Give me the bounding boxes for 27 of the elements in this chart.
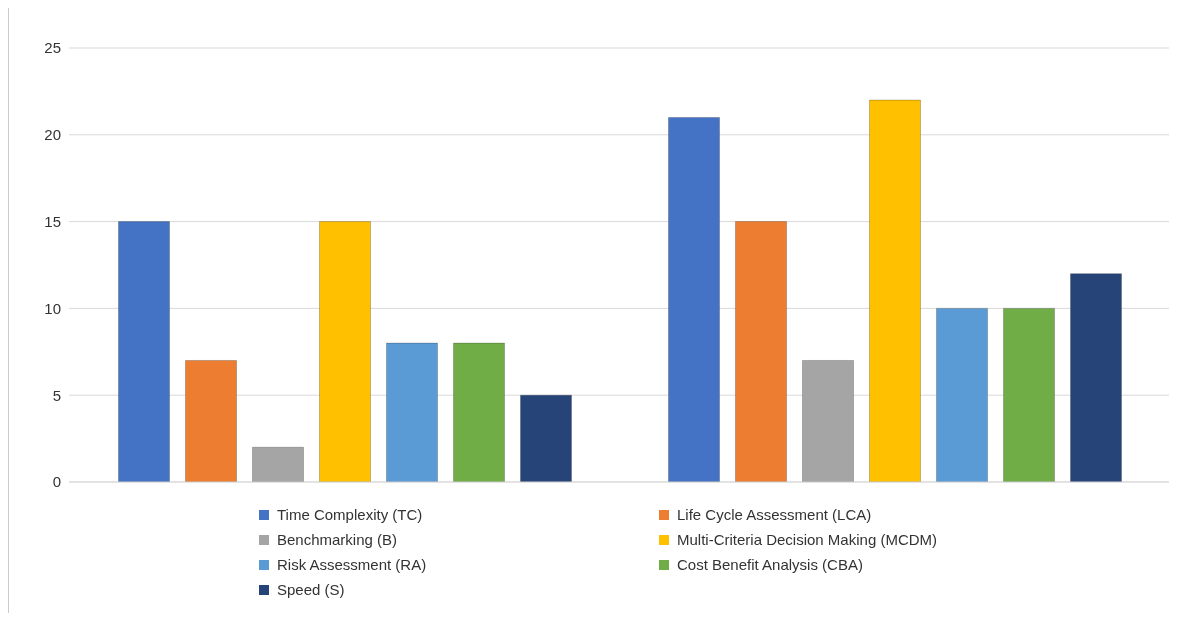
legend-label: Multi-Criteria Decision Making (MCDM) (677, 531, 938, 548)
bar (453, 342, 505, 482)
y-tick-label: 15 (44, 212, 61, 230)
legend-label: Time Complexity (TC) (277, 506, 423, 523)
y-tick-label: 20 (44, 126, 61, 144)
y-tick-label: 10 (44, 299, 61, 317)
bar (185, 359, 237, 482)
y-tick-label: 5 (52, 386, 61, 404)
bar (735, 221, 787, 482)
bar (936, 307, 988, 482)
bar (118, 221, 170, 482)
y-tick-label: 0 (52, 473, 61, 491)
legend-label: Benchmarking (B) (277, 531, 398, 548)
bar (252, 446, 304, 482)
bar (1003, 307, 1055, 482)
bar (319, 221, 371, 482)
legend-label: Life Cycle Assessment (LCA) (677, 506, 872, 523)
bar (668, 116, 720, 482)
bar (1070, 273, 1122, 482)
y-tick-label: 25 (44, 39, 61, 57)
bar (386, 342, 438, 482)
legend-label: Speed (S) (277, 581, 345, 598)
legend-label: Risk Assessment (RA) (277, 556, 427, 573)
bar (520, 394, 572, 482)
legend-label: Cost Benefit Analysis (CBA) (677, 556, 863, 573)
bar (869, 99, 921, 482)
bar (802, 359, 854, 482)
